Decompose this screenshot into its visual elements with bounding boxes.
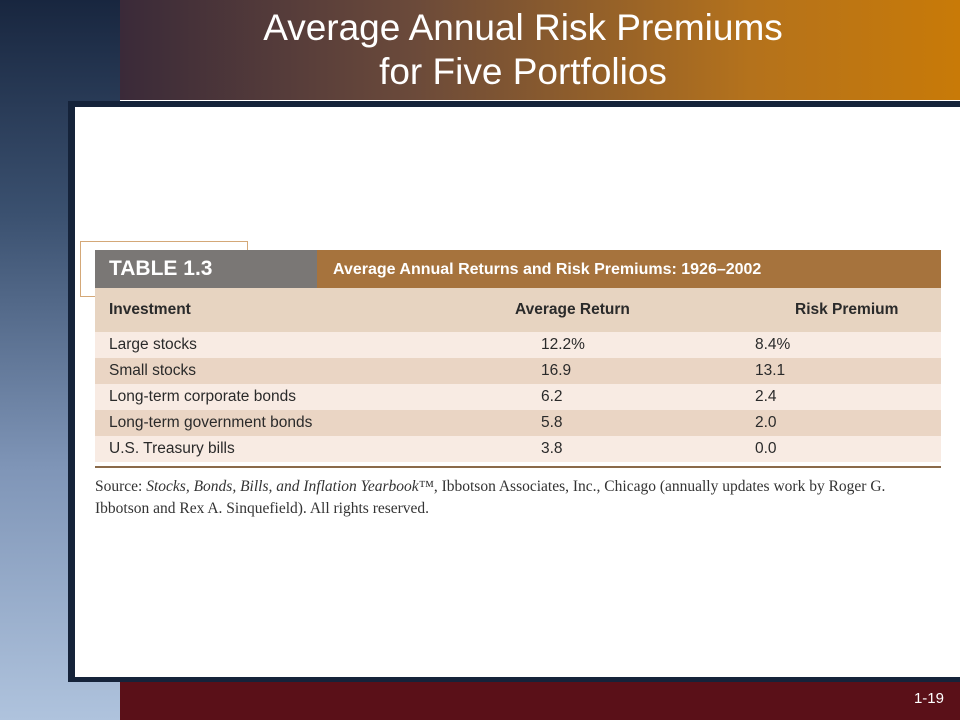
cell-risk-premium: 2.0 bbox=[755, 414, 777, 431]
table-source-note: Source: Stocks, Bonds, Bills, and Inflat… bbox=[95, 476, 941, 520]
cell-average-return: 5.8 bbox=[541, 414, 563, 431]
table-bottom-rule bbox=[95, 466, 941, 468]
cell-investment: Large stocks bbox=[109, 336, 197, 353]
source-title: Stocks, Bonds, Bills, and Inflation Year… bbox=[146, 478, 434, 495]
table-row: Long-term corporate bonds 6.2 2.4 bbox=[95, 384, 941, 410]
table-header-bar: TABLE 1.3 Average Annual Returns and Ris… bbox=[95, 250, 941, 288]
cell-average-return: 16.9 bbox=[541, 362, 572, 379]
cell-investment: Long-term government bonds bbox=[109, 414, 313, 431]
page-number: 1-19 bbox=[913, 690, 944, 707]
cell-risk-premium: 8.4% bbox=[755, 336, 791, 353]
table-row: U.S. Treasury bills 3.8 0.0 bbox=[95, 436, 941, 462]
cell-investment: Small stocks bbox=[109, 362, 196, 379]
slide-title: Average Annual Risk Premiums for Five Po… bbox=[120, 6, 926, 94]
cell-average-return: 3.8 bbox=[541, 440, 563, 457]
table-row: Long-term government bonds 5.8 2.0 bbox=[95, 410, 941, 436]
footer-band bbox=[120, 682, 960, 720]
source-prefix: Source: bbox=[95, 478, 147, 495]
returns-table: TABLE 1.3 Average Annual Returns and Ris… bbox=[95, 250, 941, 520]
table-number: TABLE 1.3 bbox=[95, 250, 317, 288]
cell-average-return: 12.2% bbox=[541, 336, 585, 353]
source-details: , Ibbotson Associates, Inc., Chicago (an… bbox=[95, 478, 886, 517]
cell-risk-premium: 0.0 bbox=[755, 440, 777, 457]
column-header-risk-premium: Risk Premium bbox=[795, 301, 899, 318]
slide-title-line-2: for Five Portfolios bbox=[379, 51, 667, 92]
column-header-investment: Investment bbox=[109, 301, 191, 318]
cell-average-return: 6.2 bbox=[541, 388, 563, 405]
cell-risk-premium: 2.4 bbox=[755, 388, 777, 405]
cell-investment: Long-term corporate bonds bbox=[109, 388, 296, 405]
table-row: Small stocks 16.9 13.1 bbox=[95, 358, 941, 384]
cell-risk-premium: 13.1 bbox=[755, 362, 786, 379]
column-header-average-return: Average Return bbox=[515, 301, 630, 318]
table-row: Large stocks 12.2% 8.4% bbox=[95, 332, 941, 358]
table-caption: Average Annual Returns and Risk Premiums… bbox=[333, 261, 762, 278]
header-band bbox=[120, 0, 960, 100]
slide-title-line-1: Average Annual Risk Premiums bbox=[263, 7, 783, 48]
cell-investment: U.S. Treasury bills bbox=[109, 440, 235, 457]
table-column-headers: Investment Average Return Risk Premium bbox=[95, 288, 941, 332]
